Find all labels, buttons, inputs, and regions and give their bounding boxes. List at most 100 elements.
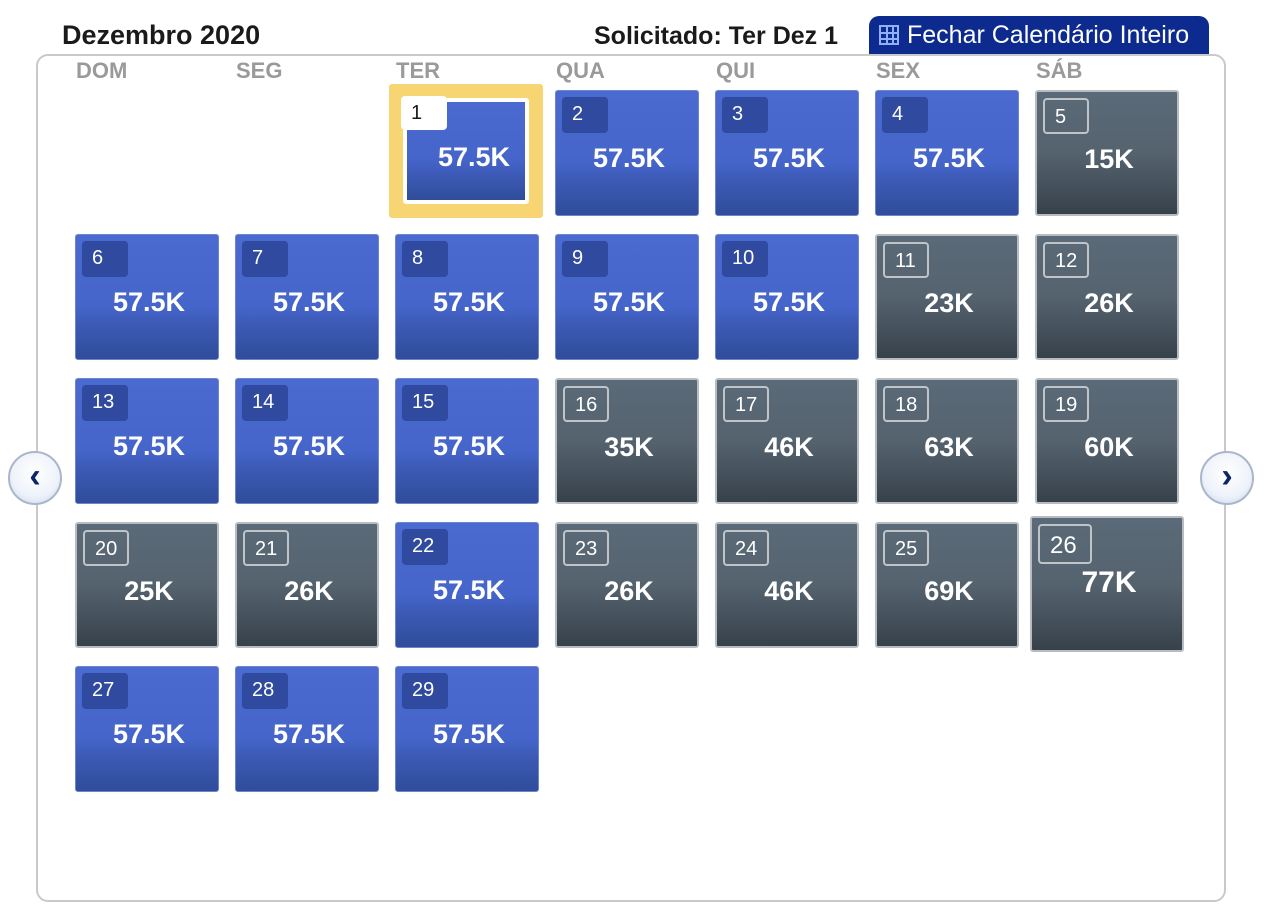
day-price: 77K — [1081, 566, 1137, 599]
day-price: 26K — [604, 576, 654, 606]
day-number: 26 — [1038, 524, 1092, 564]
day-cell[interactable]: 28 57.5K — [235, 666, 379, 792]
day-number: 9 — [562, 241, 608, 277]
day-cell[interactable]: 9 57.5K — [555, 234, 699, 360]
day-cell[interactable]: 19 60K — [1035, 378, 1179, 504]
day-price: 26K — [284, 576, 334, 606]
day-cell[interactable]: 21 26K — [235, 522, 379, 648]
weekday-label: DOM — [76, 58, 128, 83]
day-number: 2 — [562, 97, 608, 133]
day-number: 12 — [1043, 242, 1089, 278]
prev-month-button[interactable]: ‹ — [8, 451, 62, 505]
day-number: 13 — [82, 385, 128, 421]
day-number: 10 — [722, 241, 768, 277]
day-price: 57.5K — [912, 143, 986, 173]
day-cell[interactable]: 22 57.5K — [395, 522, 539, 648]
day-cell[interactable]: 27 57.5K — [75, 666, 219, 792]
day-cell[interactable]: 15 57.5K — [395, 378, 539, 504]
day-price: 57.5K — [752, 143, 826, 173]
day-number: 6 — [82, 241, 128, 277]
day-number: 24 — [723, 530, 769, 566]
day-number: 16 — [563, 386, 609, 422]
day-cell[interactable]: 29 57.5K — [395, 666, 539, 792]
day-price: 57.5K — [752, 287, 826, 317]
day-cell[interactable]: 23 26K — [555, 522, 699, 648]
next-month-button[interactable]: › — [1200, 451, 1254, 505]
day-price: 46K — [764, 576, 814, 606]
day-number: 20 — [83, 530, 129, 566]
day-price: 35K — [604, 432, 654, 462]
day-number: 18 — [883, 386, 929, 422]
day-price: 69K — [924, 576, 974, 606]
day-cell[interactable]: 24 46K — [715, 522, 859, 648]
chevron-right-icon: › — [1221, 457, 1233, 495]
day-price: 60K — [1084, 432, 1134, 462]
day-number: 23 — [563, 530, 609, 566]
day-cell[interactable]: 8 57.5K — [395, 234, 539, 360]
day-number: 27 — [82, 673, 128, 709]
month-title: Dezembro 2020 — [62, 20, 261, 50]
day-price: 15K — [1084, 144, 1134, 174]
day-cell[interactable]: 3 57.5K — [715, 90, 859, 216]
day-cell[interactable]: 20 25K — [75, 522, 219, 648]
day-price: 57.5K — [432, 719, 506, 749]
day-number: 11 — [883, 242, 929, 278]
day-cell[interactable]: 5 15K — [1035, 90, 1179, 216]
day-number: 5 — [1043, 98, 1089, 134]
chevron-left-icon: ‹ — [29, 457, 41, 495]
day-price: 57.5K — [272, 719, 346, 749]
day-number: 29 — [402, 673, 448, 709]
day-cell[interactable]: 13 57.5K — [75, 378, 219, 504]
day-number: 15 — [402, 385, 448, 421]
day-number: 19 — [1043, 386, 1089, 422]
day-price: 46K — [764, 432, 814, 462]
day-cell[interactable]: 11 23K — [875, 234, 1019, 360]
day-number: 1 — [401, 96, 447, 130]
day-price: 23K — [924, 288, 974, 318]
close-full-calendar-label: Fechar Calendário Inteiro — [907, 20, 1190, 49]
day-cell[interactable]: 6 57.5K — [75, 234, 219, 360]
day-number: 22 — [402, 529, 448, 565]
weekday-label: SÁB — [1036, 58, 1083, 83]
day-cell[interactable]: 16 35K — [555, 378, 699, 504]
day-number: 3 — [722, 97, 768, 133]
day-cell[interactable]: 17 46K — [715, 378, 859, 504]
day-price: 57.5K — [592, 287, 666, 317]
close-full-calendar-button[interactable]: Fechar Calendário Inteiro — [869, 16, 1209, 54]
weekday-label: QUI — [716, 58, 756, 83]
day-price: 57.5K — [592, 143, 666, 173]
weekday-label: SEX — [876, 58, 921, 83]
day-price: 26K — [1084, 288, 1134, 318]
day-cell[interactable]: 7 57.5K — [235, 234, 379, 360]
day-cell[interactable]: 14 57.5K — [235, 378, 379, 504]
day-number: 4 — [882, 97, 928, 133]
day-cell[interactable]: 26 77K — [1030, 516, 1184, 652]
day-cell[interactable]: 1 57.5K — [389, 84, 543, 218]
day-number: 14 — [242, 385, 288, 421]
day-cell[interactable]: 2 57.5K — [555, 90, 699, 216]
weekday-label: TER — [396, 58, 440, 83]
day-number: 25 — [883, 530, 929, 566]
day-number: 28 — [242, 673, 288, 709]
day-cell[interactable]: 18 63K — [875, 378, 1019, 504]
day-cell[interactable]: 10 57.5K — [715, 234, 859, 360]
day-cell[interactable]: 12 26K — [1035, 234, 1179, 360]
requested-date: Solicitado: Ter Dez 1 — [594, 22, 839, 50]
day-price: 57.5K — [437, 142, 511, 172]
day-number: 7 — [242, 241, 288, 277]
day-number: 21 — [243, 530, 289, 566]
day-cell[interactable]: 25 69K — [875, 522, 1019, 648]
weekday-label: SEG — [236, 58, 283, 83]
day-price: 57.5K — [272, 287, 346, 317]
day-price: 57.5K — [432, 287, 506, 317]
day-price: 57.5K — [272, 431, 346, 461]
day-price: 57.5K — [112, 719, 186, 749]
day-cell[interactable]: 4 57.5K — [875, 90, 1019, 216]
day-price: 57.5K — [432, 575, 506, 605]
day-number: 8 — [402, 241, 448, 277]
day-price: 57.5K — [432, 431, 506, 461]
day-price: 63K — [924, 432, 974, 462]
day-number: 17 — [723, 386, 769, 422]
day-price: 57.5K — [112, 287, 186, 317]
day-price: 25K — [124, 576, 174, 606]
